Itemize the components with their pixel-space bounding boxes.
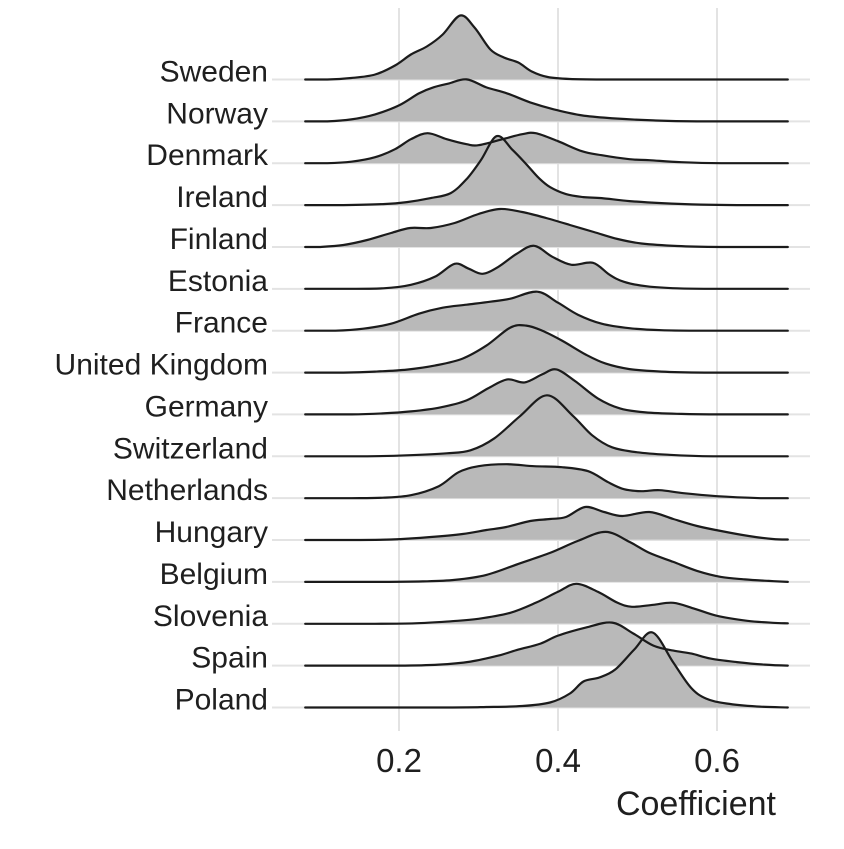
- density-fill-hungary: [305, 506, 788, 540]
- density-outlines: [304, 14, 789, 709]
- density-fill-united-kingdom: [305, 325, 788, 373]
- density-outline-france: [304, 290, 789, 332]
- x-tick-label-0.6: 0.6: [694, 742, 740, 779]
- density-outline-spain: [304, 621, 789, 667]
- density-fill-poland: [305, 632, 788, 708]
- country-label-spain: Spain: [191, 642, 268, 675]
- country-label-germany: Germany: [145, 390, 268, 423]
- density-outline-netherlands: [304, 463, 789, 500]
- x-tick-label-0.2: 0.2: [376, 742, 422, 779]
- x-tick-label-0.4: 0.4: [535, 742, 581, 779]
- country-label-poland: Poland: [175, 684, 268, 717]
- country-label-belgium: Belgium: [160, 558, 268, 591]
- density-fill-germany: [305, 369, 788, 415]
- country-label-united-kingdom: United Kingdom: [55, 349, 268, 382]
- density-fill-denmark: [305, 132, 788, 164]
- density-outline-finland: [304, 207, 789, 249]
- density-fill-norway: [305, 79, 788, 122]
- density-fills: [305, 15, 788, 708]
- density-outline-hungary: [304, 505, 789, 542]
- country-label-sweden: Sweden: [160, 56, 268, 89]
- density-outline-germany: [304, 368, 789, 416]
- country-label-denmark: Denmark: [146, 139, 269, 172]
- x-axis-title: Coefficient: [616, 785, 777, 823]
- density-outline-poland: [304, 631, 789, 709]
- density-fill-estonia: [305, 245, 788, 289]
- country-label-switzerland: Switzerland: [113, 432, 268, 465]
- country-label-finland: Finland: [170, 223, 268, 256]
- country-labels: Sweden Norway Denmark Ireland Finland Estonia…: [55, 56, 269, 717]
- density-fill-finland: [305, 208, 788, 247]
- density-fill-sweden: [305, 15, 788, 80]
- density-outline-sweden: [304, 14, 789, 81]
- density-fill-slovenia: [305, 583, 788, 624]
- x-tick-labels: 0.2 0.4 0.6: [376, 742, 740, 779]
- density-outline-united-kingdom: [304, 324, 789, 374]
- country-label-netherlands: Netherlands: [106, 474, 268, 507]
- country-label-ireland: Ireland: [176, 181, 268, 214]
- density-outline-belgium: [304, 530, 789, 584]
- density-fill-netherlands: [305, 464, 788, 499]
- density-outline-ireland: [304, 134, 789, 207]
- density-fill-ireland: [305, 135, 788, 206]
- density-outline-switzerland: [304, 394, 789, 458]
- country-label-hungary: Hungary: [155, 516, 268, 549]
- country-label-france: France: [175, 307, 268, 340]
- country-label-norway: Norway: [166, 97, 268, 130]
- density-outline-slovenia: [304, 582, 789, 625]
- density-outline-norway: [304, 78, 789, 123]
- density-fill-france: [305, 291, 788, 331]
- density-fill-belgium: [305, 531, 788, 582]
- density-fill-switzerland: [305, 395, 788, 457]
- country-label-slovenia: Slovenia: [153, 600, 268, 633]
- country-label-estonia: Estonia: [168, 265, 268, 298]
- density-outline-estonia: [304, 244, 789, 290]
